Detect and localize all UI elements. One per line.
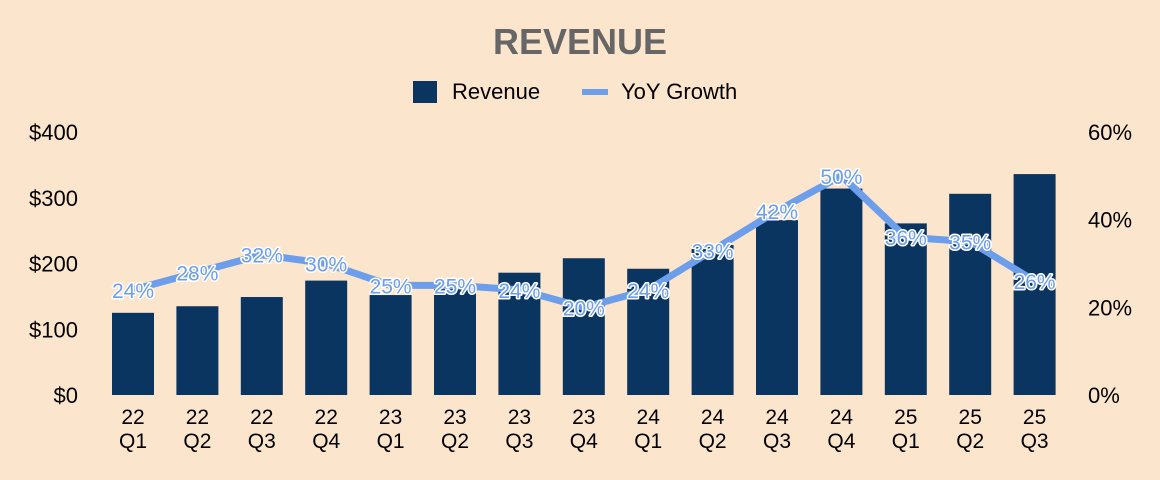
yoy-growth-data-label: 24%: [112, 280, 154, 303]
revenue-bar: [369, 295, 412, 395]
legend: Revenue YoY Growth: [413, 79, 737, 104]
x-axis-category-year: 25: [1023, 406, 1046, 429]
yoy-growth-data-label: 24%: [627, 280, 669, 303]
x-axis-category-quarter: Q4: [312, 430, 340, 453]
yoy-growth-data-label: 32%: [241, 245, 283, 268]
x-axis-category-quarter: Q3: [248, 430, 276, 453]
yoy-growth-data-label: 35%: [949, 232, 991, 255]
x-axis-category-label: 23 Q1: [377, 406, 405, 453]
yoy-growth-data-label: 24%: [498, 280, 540, 303]
right-y-axis: 0% 20% 40% 60%: [1088, 120, 1132, 408]
x-axis-category-label: 23 Q3: [505, 406, 533, 453]
x-axis-category-year: 23: [508, 406, 531, 429]
x-axis-category-year: 23: [379, 406, 402, 429]
right-axis-tick-label: 60%: [1088, 120, 1132, 145]
x-axis-category-year: 22: [186, 406, 209, 429]
left-axis-tick-label: $100: [29, 317, 78, 342]
revenue-bar: [820, 188, 863, 395]
x-axis-category-quarter: Q3: [505, 430, 533, 453]
x-axis-category-quarter: Q4: [570, 430, 598, 453]
yoy-growth-data-label: 28%: [176, 262, 218, 285]
x-axis-category-label: 23 Q4: [570, 406, 598, 453]
x-axis-category-label: 22 Q3: [248, 406, 276, 453]
revenue-bar: [562, 258, 605, 395]
x-axis-category-label: 24 Q2: [699, 406, 727, 453]
revenue-bar: [1013, 174, 1056, 395]
x-axis-category-label: 24 Q4: [827, 406, 855, 453]
right-axis-tick-label: 0%: [1088, 383, 1120, 408]
yoy-growth-data-label: 30%: [305, 254, 347, 277]
yoy-growth-data-label: 50%: [820, 166, 862, 189]
right-axis-tick-label: 40%: [1088, 208, 1132, 233]
x-axis-category-year: 24: [765, 406, 789, 429]
x-axis-category-quarter: Q4: [827, 430, 855, 453]
x-axis-category-year: 22: [250, 406, 273, 429]
revenue-bar: [884, 223, 927, 395]
left-axis-tick-label: $200: [29, 252, 78, 277]
x-axis-category-quarter: Q3: [763, 430, 791, 453]
yoy-growth-data-label: 36%: [885, 227, 927, 250]
x-axis-category-year: 22: [315, 406, 338, 429]
revenue-bar: [691, 245, 734, 395]
yoy-growth-line: [129, 172, 1039, 311]
x-axis-category-year: 25: [959, 406, 982, 429]
yoy-growth-data-label: 26%: [1014, 271, 1056, 294]
x-axis-category-year: 24: [637, 406, 661, 429]
x-axis-category-quarter: Q1: [892, 430, 920, 453]
yoy-growth-data-label: 20%: [563, 297, 605, 320]
legend-label-revenue: Revenue: [452, 79, 540, 104]
x-axis-category-year: 24: [701, 406, 725, 429]
x-axis-category-label: 24 Q3: [763, 406, 791, 453]
chart-title: REVENUE: [493, 21, 667, 62]
x-axis-category-year: 23: [443, 406, 466, 429]
left-axis-tick-label: $0: [54, 383, 78, 408]
revenue-bar: [756, 220, 798, 395]
legend-swatch-revenue: [413, 81, 437, 103]
x-axis-category-quarter: Q1: [119, 430, 147, 453]
x-axis-category-label: 25 Q3: [1021, 406, 1049, 453]
x-axis-category-label: 25 Q1: [892, 406, 920, 453]
revenue-bar: [112, 312, 154, 395]
x-axis-category-quarter: Q2: [956, 430, 984, 453]
left-axis-tick-label: $300: [29, 186, 78, 211]
x-axis-category-label: 25 Q2: [956, 406, 984, 453]
x-axis-category-quarter: Q2: [699, 430, 727, 453]
revenue-bar: [305, 280, 348, 395]
x-axis-category-label: 22 Q4: [312, 406, 340, 453]
x-axis-category-quarter: Q2: [441, 430, 469, 453]
x-axis-category-year: 24: [830, 406, 854, 429]
yoy-growth-polyline: [129, 172, 1039, 311]
revenue-bar: [949, 193, 992, 395]
x-axis-category-label: 24 Q1: [634, 406, 662, 453]
x-axis-category-quarter: Q2: [183, 430, 211, 453]
x-axis-category-label: 22 Q1: [119, 406, 147, 453]
x-axis-category-quarter: Q1: [377, 430, 405, 453]
left-axis-tick-label: $400: [29, 120, 78, 145]
yoy-growth-labels: 24% 28% 32% 30% 25% 25% 24% 20% 24% 33% 42% 50% 36% 3…: [110, 164, 1057, 322]
x-axis-category-year: 22: [121, 406, 144, 429]
revenue-bars: [112, 174, 1056, 395]
right-axis-tick-label: 20%: [1088, 295, 1132, 320]
x-axis-category-label: 22 Q2: [183, 406, 211, 453]
x-axis-category-quarter: Q3: [1021, 430, 1049, 453]
x-axis-category-year: 25: [894, 406, 917, 429]
yoy-growth-data-label: 25%: [370, 275, 412, 298]
revenue-bar: [240, 297, 283, 395]
yoy-growth-data-label: 42%: [756, 201, 798, 224]
legend-label-yoy-growth: YoY Growth: [621, 79, 737, 104]
left-y-axis: $0 $100 $200 $300 $400: [29, 120, 78, 408]
yoy-growth-data-label: 33%: [692, 240, 734, 263]
revenue-bar: [434, 289, 476, 395]
x-axis-category-year: 23: [572, 406, 595, 429]
yoy-growth-data-label: 25%: [434, 275, 476, 298]
x-axis-category-label: 23 Q2: [441, 406, 469, 453]
revenue-bar: [176, 306, 219, 395]
x-axis-category-quarter: Q1: [634, 430, 662, 453]
